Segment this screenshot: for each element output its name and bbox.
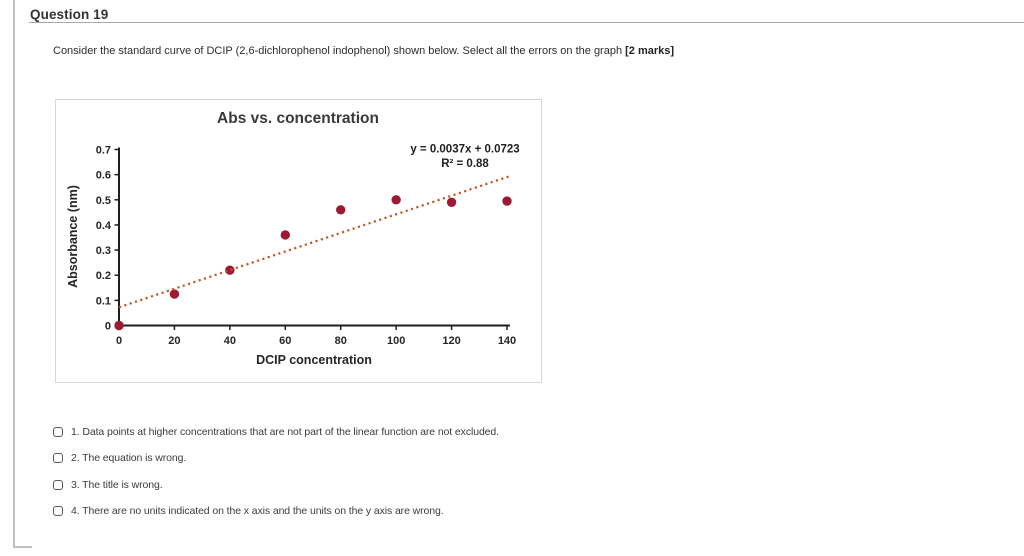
- x-tick-label: 0: [116, 335, 122, 347]
- question-panel-left-border: [13, 0, 15, 546]
- option-4-checkbox[interactable]: [53, 506, 63, 516]
- question-panel-bottom-corner: [13, 546, 32, 548]
- y-tick-label: 0.6: [96, 170, 111, 182]
- y-tick-label: 0.4: [96, 220, 112, 232]
- x-tick-label: 140: [498, 335, 516, 347]
- data-point: [336, 205, 346, 215]
- option-4-label: 4. There are no units indicated on the x…: [71, 505, 444, 517]
- data-point: [225, 265, 235, 275]
- x-tick-label: 100: [387, 335, 405, 347]
- question-marks: [2 marks]: [625, 45, 675, 57]
- y-tick-label: 0.5: [96, 195, 111, 207]
- x-tick-label: 40: [224, 335, 236, 347]
- option-1[interactable]: 1. Data points at higher concentrations …: [53, 426, 499, 439]
- data-point: [391, 195, 401, 205]
- y-tick-label: 0: [105, 321, 111, 333]
- data-point: [502, 196, 512, 206]
- question-text: Consider the standard curve of DCIP (2,6…: [53, 44, 743, 58]
- option-3-label: 3. The title is wrong.: [71, 479, 163, 491]
- option-3[interactable]: 3. The title is wrong.: [53, 479, 163, 492]
- data-point: [114, 320, 124, 331]
- question-header-divider: [29, 22, 1024, 23]
- option-3-checkbox[interactable]: [53, 480, 63, 490]
- question-header: Question 19: [30, 7, 109, 22]
- data-point: [169, 289, 180, 299]
- option-4[interactable]: 4. There are no units indicated on the x…: [53, 505, 444, 518]
- x-tick-label: 60: [279, 335, 291, 347]
- x-tick-label: 20: [168, 335, 180, 347]
- x-axis-title: DCIP concentration: [256, 353, 372, 367]
- y-tick-label: 0.2: [96, 270, 111, 282]
- option-2[interactable]: 2. The equation is wrong.: [53, 452, 186, 465]
- y-tick-label: 0.1: [96, 295, 111, 307]
- option-1-label: 1. Data points at higher concentrations …: [71, 426, 499, 438]
- y-tick-label: 0.3: [96, 245, 111, 257]
- data-point: [280, 230, 290, 240]
- x-tick-label: 120: [442, 335, 460, 347]
- trendline: [118, 175, 511, 309]
- x-tick-label: 80: [335, 335, 347, 347]
- question-text-body: Consider the standard curve of DCIP (2,6…: [53, 45, 626, 57]
- scatter-chart-canvas: 0 0.1 0.2 0.3 0.4 0.5 0.6 0.7 0 20 40 60 80 100 120 140…: [66, 110, 520, 367]
- standard-curve-chart: 0 0.1 0.2 0.3 0.4 0.5 0.6 0.7 0 20 40 60 80 100 120 140…: [55, 99, 542, 383]
- y-axis-title: Absorbance (nm): [66, 185, 80, 288]
- option-1-checkbox[interactable]: [53, 427, 63, 437]
- option-2-checkbox[interactable]: [53, 453, 63, 463]
- y-tick-label: 0.7: [96, 145, 111, 157]
- chart-title: Abs vs. concentration: [217, 110, 379, 127]
- trendline-equation: y = 0.0037x + 0.0723: [410, 144, 519, 156]
- option-2-label: 2. The equation is wrong.: [71, 452, 187, 464]
- r-squared-value: R² = 0.88: [441, 158, 489, 170]
- data-point: [446, 197, 457, 207]
